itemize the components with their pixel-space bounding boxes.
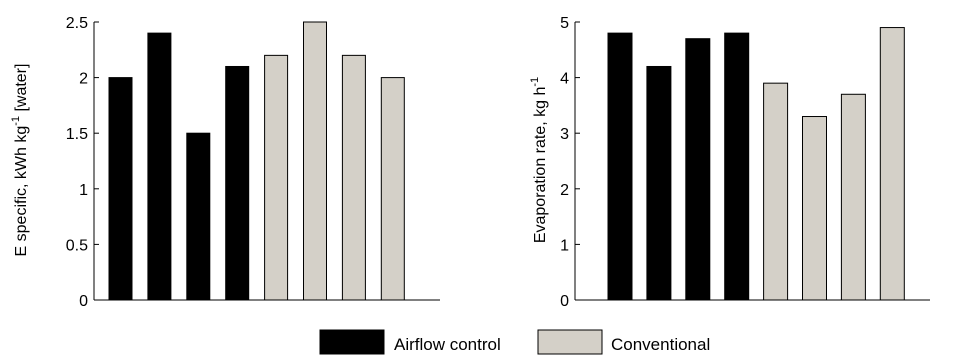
bar-conventional-7	[341, 54, 366, 301]
bar-airflow-4	[225, 65, 250, 301]
legend-swatch-conventional	[537, 329, 603, 355]
bar-conventional-6	[802, 116, 827, 301]
bar-airflow-3	[685, 38, 711, 301]
y-tick-label: 3	[560, 126, 569, 143]
y-tick-label: 0	[560, 293, 569, 310]
bar-conventional-8	[879, 27, 905, 301]
bar-conventional-5	[264, 54, 289, 301]
y-tick-label: 2	[560, 182, 569, 199]
bar-airflow-2	[147, 32, 172, 301]
y-axis-title: E specific, kWh kg-1 [water]	[10, 64, 30, 257]
bar-airflow-3	[186, 132, 211, 301]
y-tick-label: 1.5	[66, 126, 88, 143]
legend-label-airflow: Airflow control	[394, 335, 501, 354]
bar-conventional-6	[303, 21, 327, 301]
bar-airflow-4	[724, 32, 750, 301]
y-tick-label: 2	[79, 71, 88, 88]
y-tick-label: 0.5	[66, 237, 88, 254]
chart-energy-specific: E specific, kWh kg-1 [water] 0 0.5 1 1.5 2 2.…	[10, 15, 440, 310]
y-tick-label: 5	[560, 15, 569, 32]
y-tick-label: 0	[79, 293, 88, 310]
bar-conventional-5	[763, 82, 789, 301]
bar-airflow-1	[607, 32, 633, 301]
y-tick-label: 2.5	[66, 15, 88, 32]
y-tick-label: 1	[560, 237, 569, 254]
legend-label-conventional: Conventional	[611, 335, 710, 354]
bar-conventional-7	[840, 93, 866, 301]
y-tick-label: 1	[79, 182, 88, 199]
legend-swatch-airflow	[319, 329, 385, 355]
chart-evaporation-rate: Evaporation rate, kg h-1 0 1 2 3 4 5	[529, 15, 930, 310]
y-tick-label: 4	[560, 71, 569, 88]
bar-airflow-1	[108, 77, 133, 301]
legend: Airflow control Conventional	[319, 329, 710, 355]
y-axis-title: Evaporation rate, kg h-1	[529, 77, 549, 243]
bar-conventional-8	[380, 77, 405, 301]
bar-airflow-2	[646, 65, 672, 301]
